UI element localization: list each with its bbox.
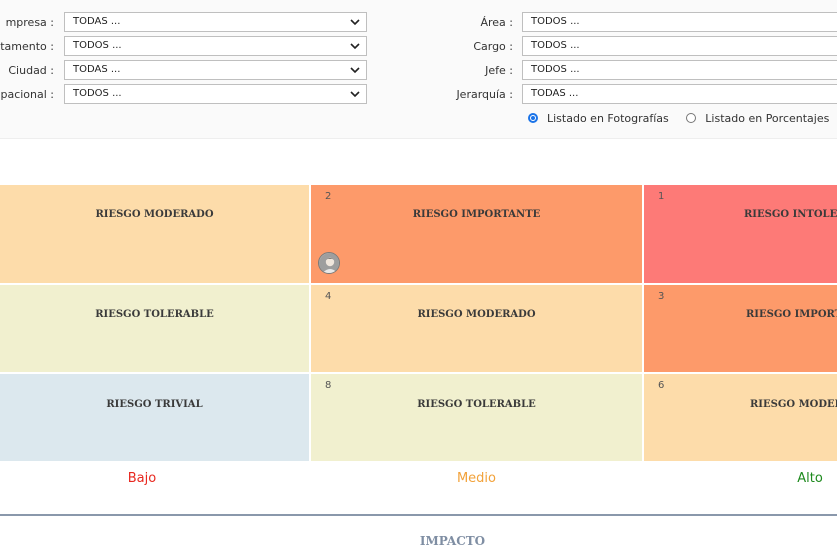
cell-label: RIESGO TOLERABLE	[417, 399, 536, 410]
option-percentages-label: Listado en Porcentajes	[705, 112, 830, 125]
matrix-cell-r3-c2[interactable]: 8 RIESGO TOLERABLE	[311, 374, 642, 461]
select-value: TODAS ...	[73, 16, 121, 27]
ciudad-select[interactable]: TODAS ...	[64, 60, 367, 80]
impact-axis-title: IMPACTO	[419, 534, 486, 548]
select-value: TODOS ...	[73, 88, 122, 99]
cell-label: RIESGO MODERADO	[95, 209, 214, 220]
impact-axis-line	[0, 514, 837, 516]
radio-percentages[interactable]	[686, 113, 697, 123]
filter-label: Área :	[480, 16, 513, 29]
matrix-cell-r1-c3[interactable]: 1 RIESGO INTOLERABLE	[644, 185, 837, 283]
cell-count: 3	[658, 291, 665, 302]
select-value: TODOS ...	[531, 16, 580, 27]
filter-row-ciudad: Ciudad : TODAS ...	[0, 59, 370, 83]
cell-label: RIESGO MODERADO	[750, 399, 837, 410]
avatar[interactable]	[318, 252, 340, 274]
option-photos[interactable]: Listado en Fotografías	[528, 112, 669, 125]
cell-count: 1	[658, 191, 665, 202]
filter-label: Ciudad :	[8, 64, 54, 77]
cell-count: 8	[325, 380, 332, 391]
empresa-select[interactable]: TODAS ...	[64, 12, 367, 32]
cell-count: 6	[658, 380, 665, 391]
cell-count: 2	[325, 191, 332, 202]
impact-level-alto: Alto	[797, 471, 823, 486]
filter-label: tamento :	[0, 40, 54, 53]
select-value: TODOS ...	[531, 64, 580, 75]
filter-label: Jerarquía :	[456, 88, 513, 101]
ocupacional-select[interactable]: TODOS ...	[64, 84, 367, 104]
chevron-down-icon	[350, 43, 360, 50]
filter-label: mpresa :	[5, 16, 54, 29]
cell-label: RIESGO IMPORTANTE	[412, 209, 541, 220]
filter-row-ocupacional: pacional : TODOS ...	[0, 83, 370, 107]
chevron-down-icon	[350, 67, 360, 74]
filter-label: Cargo :	[473, 40, 513, 53]
list-mode-options: Listado en Fotografías Listado en Porcen…	[528, 112, 837, 128]
filter-row-cargo: Cargo : TODOS ...	[420, 35, 837, 59]
matrix-cell-r1-c2[interactable]: 2 RIESGO IMPORTANTE	[311, 185, 642, 283]
option-photos-label: Listado en Fotografías	[547, 112, 669, 125]
matrix-cell-r2-c3[interactable]: 3 RIESGO IMPORTANTE	[644, 285, 837, 372]
filter-row-jerarquia: Jerarquía : TODAS ...	[420, 83, 837, 107]
filter-row-area: Área : TODOS ...	[420, 11, 837, 35]
cell-label: RIESGO INTOLERABLE	[744, 209, 837, 220]
matrix-cell-r2-c2[interactable]: 4 RIESGO MODERADO	[311, 285, 642, 372]
select-value: TODOS ...	[531, 40, 580, 51]
departamento-select[interactable]: TODOS ...	[64, 36, 367, 56]
cargo-select[interactable]: TODOS ...	[522, 36, 837, 56]
chevron-down-icon	[350, 91, 360, 98]
matrix-cell-r2-c1[interactable]: RIESGO TOLERABLE	[0, 285, 309, 372]
cell-label: RIESGO IMPORTANTE	[746, 309, 837, 320]
area-select[interactable]: TODOS ...	[522, 12, 837, 32]
radio-photos[interactable]	[528, 113, 538, 123]
filters-panel: mpresa : TODAS ... tamento : TODOS ... C…	[0, 0, 837, 139]
matrix-cell-r1-c1[interactable]: RIESGO MODERADO	[0, 185, 309, 283]
chevron-down-icon	[350, 19, 360, 26]
cell-label: RIESGO TOLERABLE	[95, 309, 214, 320]
cell-count: 4	[325, 291, 332, 302]
impact-level-medio: Medio	[456, 471, 497, 486]
select-value: TODAS ...	[73, 64, 121, 75]
matrix-cell-r3-c3[interactable]: 6 RIESGO MODERADO	[644, 374, 837, 461]
filter-row-jefe: Jefe : TODOS ...	[420, 59, 837, 83]
cell-label: RIESGO MODERADO	[417, 309, 536, 320]
person-photo-icon	[319, 253, 339, 273]
filter-label: Jefe :	[485, 64, 513, 77]
filter-row-departamento: tamento : TODOS ...	[0, 35, 370, 59]
matrix-cell-r3-c1[interactable]: RIESGO TRIVIAL	[0, 374, 309, 461]
option-percentages[interactable]: Listado en Porcentajes	[686, 112, 829, 125]
select-value: TODOS ...	[73, 40, 122, 51]
filter-label: pacional :	[0, 88, 54, 101]
cell-label: RIESGO TRIVIAL	[106, 399, 203, 410]
filter-row-empresa: mpresa : TODAS ...	[0, 11, 370, 35]
jerarquia-select[interactable]: TODAS ...	[522, 84, 837, 104]
jefe-select[interactable]: TODOS ...	[522, 60, 837, 80]
select-value: TODAS ...	[531, 88, 579, 99]
impact-level-bajo: Bajo	[127, 471, 157, 486]
